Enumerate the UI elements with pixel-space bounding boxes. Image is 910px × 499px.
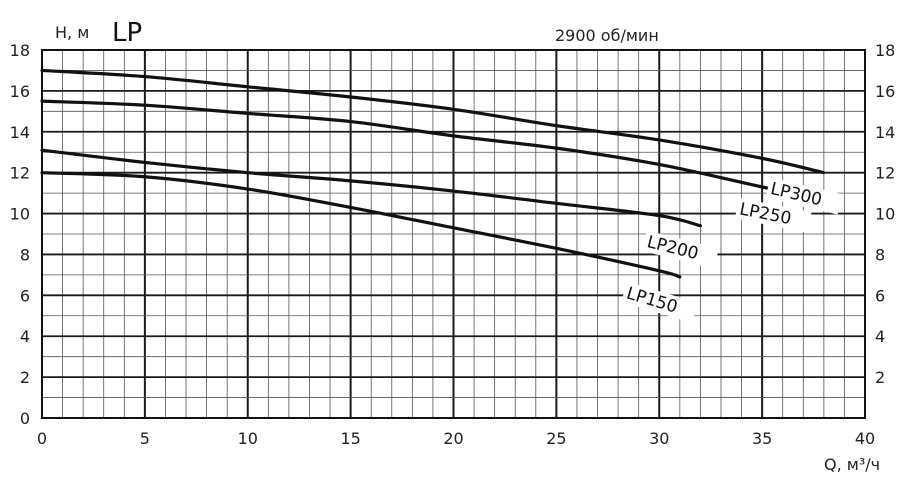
y-tick-label-right: 6 xyxy=(875,286,885,305)
plot-frame xyxy=(41,49,866,419)
series-label: LP150 xyxy=(624,284,680,318)
y-tick-label-right: 12 xyxy=(875,164,895,183)
series-lines xyxy=(40,68,826,279)
y-tick-label-left: 14 xyxy=(10,123,30,142)
y-tick-label-left: 6 xyxy=(20,286,30,305)
y-tick-label-left: 10 xyxy=(10,205,30,224)
y-tick-label-left: 16 xyxy=(10,82,30,101)
series-label-background xyxy=(765,177,843,215)
y-axis-label: Н, м xyxy=(55,23,89,42)
x-tick-label: 25 xyxy=(546,429,566,448)
chart-subtitle: 2900 об/мин xyxy=(555,26,659,45)
series-label: LP250 xyxy=(738,199,793,229)
grid xyxy=(41,49,866,419)
y-tick-label-right: 8 xyxy=(875,245,885,264)
series-line-lp150 xyxy=(40,171,682,279)
chart-title: LP xyxy=(112,18,142,48)
series-line-lp200 xyxy=(40,148,702,228)
x-tick-label: 20 xyxy=(443,429,463,448)
series-line-lp300 xyxy=(40,68,826,175)
y-tick-label-left: 2 xyxy=(20,368,30,387)
y-tick-label-right: 18 xyxy=(875,41,895,60)
y-tick-label-right: 2 xyxy=(875,368,885,387)
y-tick-label-right: 4 xyxy=(875,327,885,346)
series-label-background xyxy=(734,197,812,233)
series-label-background xyxy=(621,281,699,323)
y-tick-label-left: 8 xyxy=(20,245,30,264)
y-tick-label-left: 18 xyxy=(10,41,30,60)
x-tick-label: 35 xyxy=(752,429,772,448)
x-axis-label: Q, м³/ч xyxy=(824,455,880,474)
x-tick-label: 10 xyxy=(238,429,258,448)
y-tick-label-right: 16 xyxy=(875,82,895,101)
y-tick-label-left: 12 xyxy=(10,164,30,183)
series-label-group: LP200 xyxy=(642,230,719,269)
x-tick-label: 40 xyxy=(855,429,875,448)
axis-ticks: 0 5 10 15 20 25 30 35 40 0 2 4 6 8 10 12 14 16 18 2 4 6 8 10 12 1… xyxy=(10,41,896,448)
x-tick-label: 15 xyxy=(340,429,360,448)
y-tick-label-right: 10 xyxy=(875,205,895,224)
x-tick-label: 0 xyxy=(37,429,47,448)
x-tick-label: 5 xyxy=(140,429,150,448)
series-label: LP200 xyxy=(645,232,700,264)
x-tick-label: 30 xyxy=(649,429,669,448)
y-tick-label-left: 4 xyxy=(20,327,30,346)
series-line-lp250 xyxy=(40,99,795,195)
y-tick-label-left: 0 xyxy=(20,409,30,428)
y-tick-label-right: 14 xyxy=(875,123,895,142)
series-label-background xyxy=(642,230,719,269)
